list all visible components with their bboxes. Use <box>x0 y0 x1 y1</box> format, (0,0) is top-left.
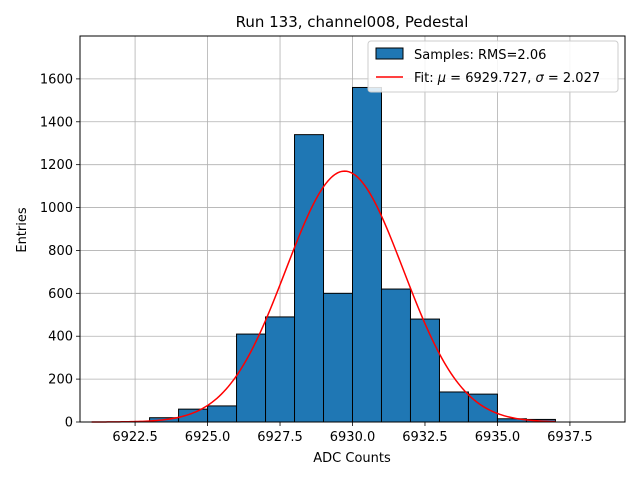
legend-mu-symbol: μ <box>437 71 446 86</box>
x-axis-ticks: 6922.5 6925.0 6927.5 6930.0 6932.5 6935.0 6937… <box>112 422 593 445</box>
histogram-bar <box>236 333 267 423</box>
chart-title: Run 133, channel008, Pedestal <box>236 13 469 31</box>
y-axis-label: Entries <box>15 207 30 253</box>
y-tick-label: 1600 <box>40 72 73 87</box>
y-tick-label: 600 <box>48 287 73 302</box>
y-axis-ticks: 0 200 400 600 800 1000 1200 1400 1600 <box>40 72 80 431</box>
histogram-bar <box>207 405 238 423</box>
x-tick-label: 6935.0 <box>475 430 521 445</box>
y-tick-label: 1000 <box>40 201 73 216</box>
legend-samples-label: Samples: RMS=2.06 <box>414 48 546 63</box>
x-tick-label: 6927.5 <box>257 430 303 445</box>
x-tick-label: 6922.5 <box>112 430 158 445</box>
x-tick-label: 6937.5 <box>547 430 593 445</box>
y-tick-label: 1400 <box>40 115 73 130</box>
legend-sigma-value: = 2.027 <box>544 71 600 86</box>
histogram-bar <box>265 316 296 423</box>
y-tick-label: 400 <box>48 330 73 345</box>
histogram-bar <box>294 134 325 423</box>
histogram-bar <box>409 318 440 423</box>
y-tick-label: 1200 <box>40 158 73 173</box>
legend-samples-swatch <box>375 47 404 60</box>
x-axis-label: ADC Counts <box>313 451 391 466</box>
x-tick-label: 6925.0 <box>185 430 231 445</box>
histogram-bar <box>438 391 469 423</box>
legend-sigma-symbol: σ <box>536 71 545 86</box>
x-tick-label: 6932.5 <box>402 430 448 445</box>
histogram-bar <box>323 292 354 423</box>
y-tick-label: 800 <box>48 244 73 259</box>
legend-box <box>367 40 619 93</box>
legend-fit-prefix: Fit: <box>414 71 438 86</box>
y-tick-label: 200 <box>48 373 73 388</box>
histogram-bars <box>149 86 556 423</box>
legend: Samples: RMS=2.06 Fit: μ = 6929.727, σ =… <box>367 40 619 93</box>
gaussian-fit-curve <box>91 170 556 423</box>
histogram-bar <box>352 86 382 423</box>
y-tick-label: 0 <box>65 416 73 431</box>
histogram-bar <box>380 288 411 423</box>
legend-mu-value: = 6929.727, <box>446 71 535 86</box>
legend-fit-label: Fit: μ = 6929.727, σ = 2.027 <box>414 71 600 86</box>
x-tick-label: 6930.0 <box>330 430 376 445</box>
